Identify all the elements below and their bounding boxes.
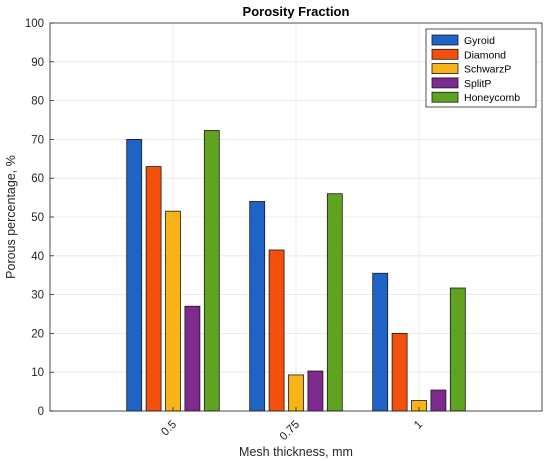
y-axis-label: Porous percentage, %: [4, 155, 18, 279]
legend-label-diamond: Diamond: [464, 49, 506, 61]
legend-swatch-honeycomb: [431, 91, 459, 103]
y-tick-label: 60: [31, 173, 44, 185]
y-tick-label: 0: [38, 406, 44, 418]
bar-diamond-0.5: [145, 166, 162, 412]
legend-label-gyroid: Gyroid: [464, 35, 495, 47]
y-axis-ticks: 0 10 20 30 40 50 60 70 80 90 100: [25, 18, 54, 418]
legend-label-honeycomb: Honeycomb: [464, 92, 520, 104]
y-tick-label: 80: [31, 96, 44, 108]
bar-diamond-1: [391, 332, 408, 412]
bar-gyroid-0.75: [249, 201, 266, 412]
legend-swatch-diamond: [431, 48, 459, 60]
x-tick-label: 1: [412, 419, 425, 432]
x-axis-label: Mesh thickness, mm: [239, 445, 353, 459]
x-tick-label: 0.5: [159, 419, 179, 439]
legend-swatch-gyroid: [431, 34, 459, 46]
bar-honeycomb-1: [449, 287, 466, 412]
y-tick-label: 100: [25, 18, 44, 30]
bar-diamond-0.75: [268, 249, 285, 412]
bar-splitp-0.5: [184, 305, 201, 412]
y-tick-label: 90: [31, 57, 44, 69]
bar-honeycomb-0.5: [203, 130, 220, 412]
y-tick-label: 70: [31, 134, 44, 146]
legend-swatch-schwarzp: [431, 63, 459, 74]
y-tick-label: 30: [31, 290, 44, 302]
legend: Gyroid Diamond SchwarzP SplitP Honeycomb: [425, 28, 537, 108]
bar-splitp-1: [430, 389, 447, 412]
legend-label-splitp: SplitP: [464, 78, 491, 90]
legend-swatch-splitp: [431, 77, 459, 89]
y-tick-label: 40: [31, 251, 44, 263]
bar-honeycomb-0.75: [326, 193, 343, 412]
bar-gyroid-0.5: [126, 138, 143, 412]
x-tick-label: 0.75: [278, 419, 302, 443]
chart-title: Porosity Fraction: [243, 4, 350, 19]
x-axis-ticks: 0.5 0.75 1: [159, 407, 425, 443]
bar-gyroid-1: [372, 272, 389, 412]
bar-splitp-0.75: [307, 370, 324, 412]
y-tick-label: 20: [31, 328, 44, 340]
y-tick-label: 50: [31, 212, 44, 224]
y-tick-label: 10: [31, 367, 44, 379]
bar-schwarzp-0.75: [288, 374, 304, 412]
legend-label-schwarzp: SchwarzP: [464, 64, 511, 76]
bar-schwarzp-0.5: [165, 210, 181, 412]
